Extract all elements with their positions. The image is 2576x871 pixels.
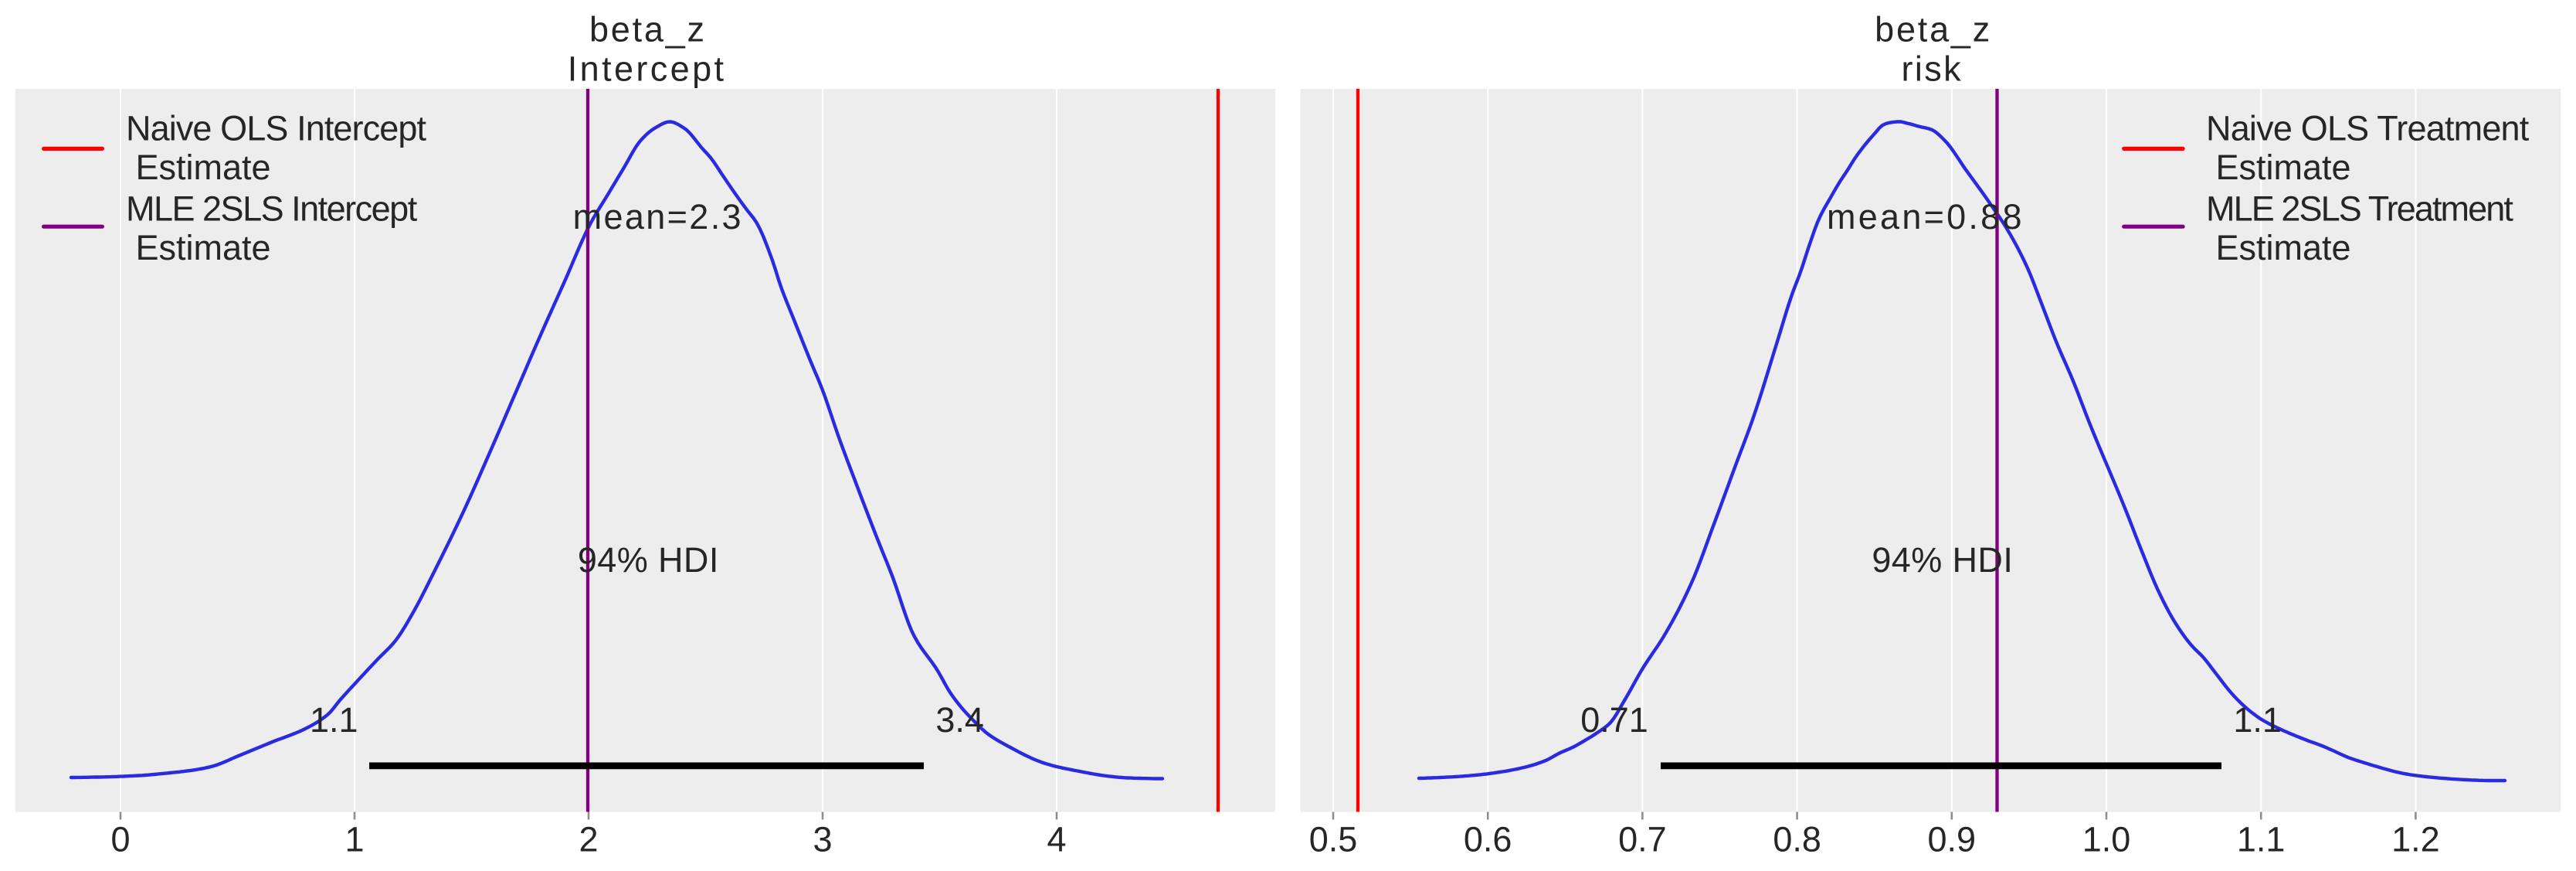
svg-text:0.8: 0.8 xyxy=(1773,820,1821,859)
svg-text:1.2: 1.2 xyxy=(2391,820,2440,859)
svg-text:Estimate: Estimate xyxy=(126,148,271,187)
svg-text:94% HDI: 94% HDI xyxy=(578,540,719,580)
svg-text:Estimate: Estimate xyxy=(2206,228,2351,267)
svg-text:beta_z: beta_z xyxy=(1875,10,1992,49)
svg-text:MLE 2SLS Treatment: MLE 2SLS Treatment xyxy=(2206,189,2513,228)
svg-text:Naive OLS Intercept: Naive OLS Intercept xyxy=(126,109,426,148)
svg-text:mean=0.88: mean=0.88 xyxy=(1827,197,2024,236)
svg-text:risk: risk xyxy=(1902,49,1963,89)
svg-text:2: 2 xyxy=(579,820,598,859)
svg-text:beta_z: beta_z xyxy=(589,10,707,49)
svg-text:1.1: 1.1 xyxy=(310,700,358,740)
svg-text:Intercept: Intercept xyxy=(568,49,727,89)
svg-text:0.5: 0.5 xyxy=(1309,820,1358,859)
svg-text:1.0: 1.0 xyxy=(2082,820,2131,859)
svg-text:Naive OLS Treatment: Naive OLS Treatment xyxy=(2206,109,2530,148)
svg-text:0.6: 0.6 xyxy=(1464,820,1512,859)
svg-text:0.9: 0.9 xyxy=(1928,820,1977,859)
svg-text:0.7: 0.7 xyxy=(1618,820,1667,859)
svg-text:94% HDI: 94% HDI xyxy=(1872,540,2013,580)
svg-text:0.71: 0.71 xyxy=(1580,700,1648,740)
svg-text:Estimate: Estimate xyxy=(2206,148,2351,187)
svg-text:1.1: 1.1 xyxy=(2233,700,2282,740)
svg-text:3.4: 3.4 xyxy=(935,700,984,740)
svg-text:mean=2.3: mean=2.3 xyxy=(573,197,743,236)
svg-text:MLE 2SLS Intercept: MLE 2SLS Intercept xyxy=(126,189,418,228)
svg-text:Estimate: Estimate xyxy=(126,228,271,267)
svg-text:4: 4 xyxy=(1047,820,1066,859)
svg-text:1.1: 1.1 xyxy=(2237,820,2286,859)
svg-text:1: 1 xyxy=(344,820,364,859)
svg-text:0: 0 xyxy=(110,820,130,859)
svg-text:3: 3 xyxy=(813,820,832,859)
